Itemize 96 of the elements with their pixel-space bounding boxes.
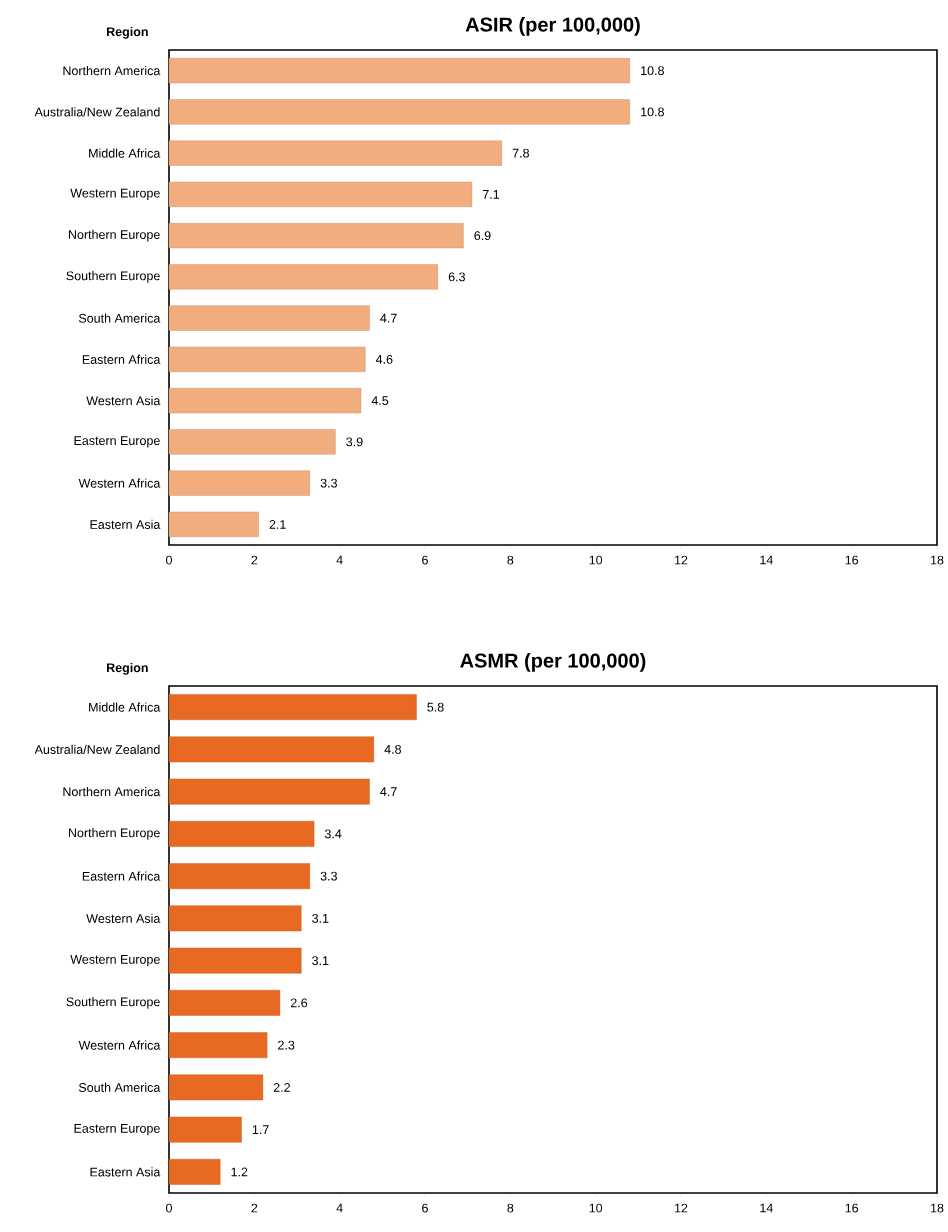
x-tick-label: 2 — [251, 555, 258, 565]
bar — [168, 821, 315, 847]
y-tick-label: Western Africa — [78, 478, 161, 488]
data-label: 4.6 — [375, 354, 393, 364]
y-tick-label: Southern Europe — [66, 271, 160, 283]
y-tick-label: Western Asia — [86, 396, 161, 406]
x-tick-label: 8 — [507, 555, 514, 565]
x-tick-label: 0 — [165, 555, 172, 565]
y-tick-label: Eastern Asia — [90, 519, 161, 529]
data-label: 2.2 — [273, 1083, 290, 1092]
x-tick-label: 4 — [336, 1203, 343, 1213]
bar — [168, 947, 302, 974]
bar — [168, 223, 464, 249]
y-tick-label: Northern America — [63, 66, 161, 76]
bar — [168, 1074, 264, 1101]
x-tick-label: 14 — [760, 555, 773, 565]
bar — [168, 778, 370, 805]
bar — [168, 181, 473, 207]
data-label: 3.3 — [320, 478, 337, 488]
x-tick-label: 16 — [845, 1203, 859, 1213]
data-label: 10.8 — [641, 107, 664, 117]
data-label: 4.7 — [380, 313, 397, 323]
data-label: 3.4 — [324, 829, 342, 839]
data-label: 1.7 — [252, 1125, 269, 1134]
bar — [168, 470, 310, 496]
data-label: 4.7 — [380, 787, 397, 796]
bar — [168, 388, 362, 414]
data-label: 3.1 — [312, 956, 329, 966]
y-tick-label: Northern America — [63, 787, 161, 797]
y-tick-label: Eastern Africa — [82, 871, 161, 881]
y-tick-label: Western Europe — [70, 955, 160, 967]
data-label: 7.8 — [512, 148, 529, 158]
bar — [168, 99, 630, 125]
data-label: 3.9 — [346, 437, 363, 447]
y-tick-label: South America — [78, 313, 161, 323]
chart-title: ASMR (per 100,000) — [460, 652, 646, 672]
x-tick-label: 14 — [760, 1203, 773, 1213]
x-tick-label: 10 — [589, 555, 603, 565]
bar — [168, 1159, 221, 1185]
y-tick-label: Southern Europe — [66, 997, 160, 1009]
y-tick-label: Eastern Europe — [74, 436, 160, 448]
data-label: 5.8 — [427, 702, 444, 712]
x-tick-label: 8 — [507, 1203, 514, 1213]
bar — [168, 511, 259, 537]
bar — [168, 1032, 268, 1058]
y-axis-title: Region — [106, 662, 148, 675]
y-tick-label: Eastern Europe — [74, 1124, 160, 1136]
y-tick-label: Western Europe — [70, 188, 160, 200]
data-label: 2.6 — [290, 998, 308, 1008]
y-tick-label: Northern Europe — [68, 828, 160, 840]
x-tick-label: 6 — [422, 1203, 428, 1213]
y-tick-label: Middle Africa — [89, 702, 161, 712]
bar — [168, 305, 370, 331]
data-label: 6.9 — [474, 231, 491, 241]
y-tick-label: South America — [78, 1082, 161, 1092]
data-label: 6.3 — [448, 272, 465, 282]
y-tick-label: Western Asia — [86, 913, 161, 923]
x-tick-label: 18 — [930, 555, 944, 565]
bar — [168, 346, 366, 372]
data-label: 2.3 — [278, 1040, 295, 1050]
bar — [168, 863, 310, 889]
y-tick-label: Middle Africa — [89, 148, 161, 158]
bar — [168, 990, 281, 1016]
bar — [168, 905, 302, 932]
data-label: 4.8 — [384, 744, 401, 754]
y-tick-label: Australia/New Zealand — [34, 744, 160, 754]
y-tick-label: Western Africa — [78, 1040, 161, 1050]
data-label: 7.1 — [482, 190, 500, 199]
data-label: 3.3 — [320, 871, 337, 881]
bar — [168, 140, 502, 166]
y-tick-label: Eastern Africa — [82, 354, 161, 364]
x-tick-label: 16 — [845, 555, 859, 565]
data-label: 1.2 — [231, 1167, 248, 1177]
y-tick-label: Australia/New Zealand — [34, 107, 160, 117]
data-label: 2.1 — [269, 520, 286, 529]
y-tick-label: Northern Europe — [68, 229, 160, 242]
bar — [168, 264, 438, 290]
x-tick-label: 4 — [336, 555, 343, 565]
bar — [168, 694, 417, 720]
bar — [168, 58, 630, 84]
data-label: 10.8 — [641, 66, 664, 76]
x-tick-label: 12 — [674, 1203, 688, 1213]
bar — [168, 429, 336, 455]
data-label: 4.5 — [371, 396, 389, 405]
x-tick-label: 10 — [589, 1203, 603, 1213]
x-tick-label: 18 — [930, 1203, 944, 1213]
x-tick-label: 12 — [674, 555, 688, 565]
x-tick-label: 2 — [251, 1203, 258, 1213]
x-tick-label: 0 — [165, 1203, 172, 1213]
bar — [168, 1116, 242, 1143]
x-tick-label: 6 — [422, 555, 428, 565]
data-label: 3.1 — [312, 913, 329, 923]
chart-title: ASIR (per 100,000) — [465, 16, 640, 36]
y-tick-label: Eastern Asia — [90, 1167, 161, 1177]
y-axis-title: Region — [106, 26, 148, 39]
bar — [168, 736, 374, 763]
